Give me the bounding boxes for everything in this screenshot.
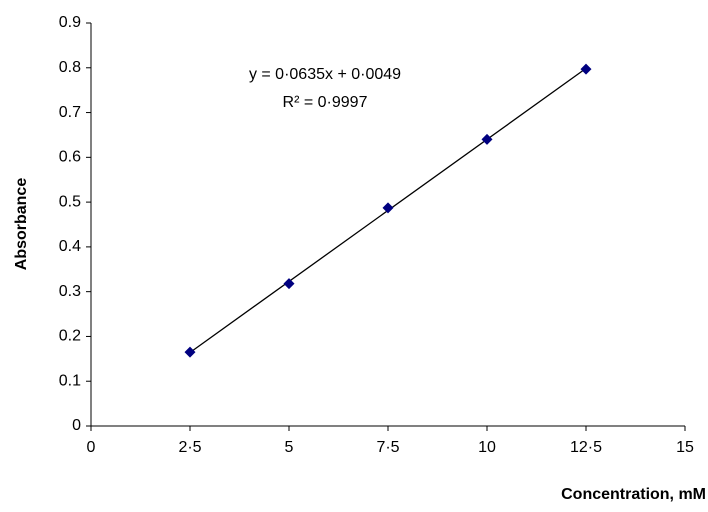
x-tick-label: 2·5: [178, 439, 201, 456]
x-tick-label: 10: [478, 439, 496, 456]
x-tick-label: 7·5: [376, 439, 399, 456]
chart: Absorbance Concentration, mM y = 0·0635x…: [0, 0, 708, 512]
x-tick-label: 15: [676, 439, 694, 456]
x-axis-title: Concentration, mM: [561, 486, 706, 503]
data-point: [581, 64, 592, 75]
x-tick-label: 12·5: [570, 439, 602, 456]
y-tick-label: 0.9: [59, 14, 81, 31]
trendline-r-squared: R² = 0·9997: [283, 94, 368, 111]
y-tick-label: 0.2: [59, 328, 81, 345]
y-tick-label: 0.1: [59, 372, 81, 389]
y-tick-label: 0.4: [59, 238, 81, 255]
data-point: [185, 347, 196, 358]
data-point: [383, 202, 394, 213]
y-tick-label: 0.8: [59, 59, 81, 76]
y-tick-label: 0.5: [59, 193, 81, 210]
y-tick-label: 0.6: [59, 149, 81, 166]
y-axis-title: Absorbance: [13, 178, 30, 271]
data-point: [284, 278, 295, 289]
y-tick-label: 0: [72, 417, 81, 434]
x-tick-label: 0: [87, 439, 96, 456]
trendline-equation: y = 0·0635x + 0·0049: [249, 66, 401, 83]
x-tick-label: 5: [285, 439, 294, 456]
data-point: [482, 134, 493, 145]
y-tick-label: 0.7: [59, 104, 81, 121]
y-tick-label: 0.3: [59, 283, 81, 300]
